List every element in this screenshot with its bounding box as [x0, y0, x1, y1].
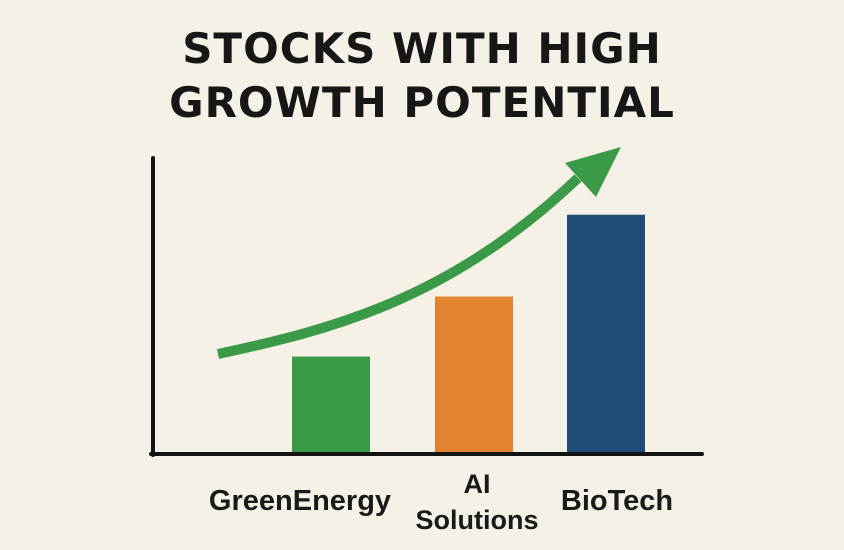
category-labels: GreenEnergy AI Solutions BioTech [209, 469, 673, 535]
chart-title-line-2: GROWTH POTENTIAL [169, 78, 675, 127]
bar-biotech [567, 214, 645, 452]
x-tick-label-biotech: BioTech [561, 485, 673, 517]
trend-arrow-group [216, 147, 621, 359]
x-tick-label-ai-solutions-line-1: AI [464, 469, 491, 499]
chart-title: STOCKS WITH HIGH GROWTH POTENTIAL [0, 22, 844, 130]
x-tick-label-greenenergy: GreenEnergy [209, 485, 391, 517]
bars-group [292, 214, 645, 452]
bar-greenenergy [292, 356, 370, 452]
trend-arrow-shaft [216, 174, 582, 359]
x-tick-label-ai-solutions-line-2: Solutions [416, 505, 539, 535]
chart-title-line-1: STOCKS WITH HIGH [182, 24, 662, 73]
trend-arrow-head [565, 147, 621, 197]
bar-ai-solutions [435, 296, 513, 452]
chart-axes [149, 156, 704, 457]
